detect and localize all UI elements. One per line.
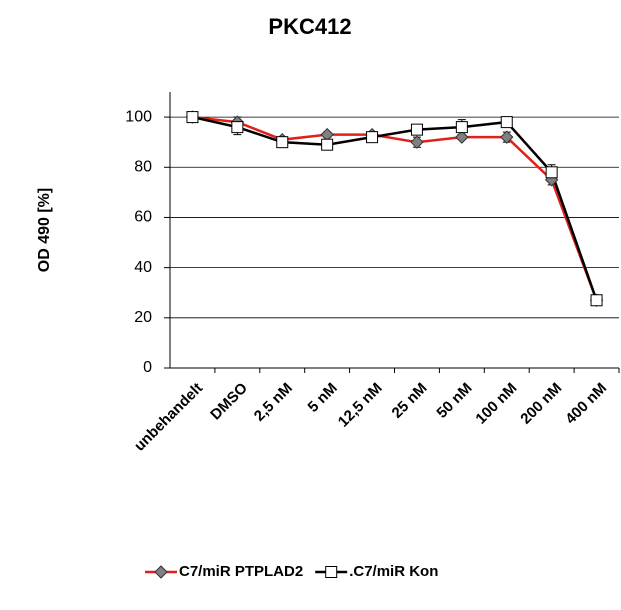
x-tick-label: 5 nM	[305, 380, 341, 416]
data-point	[231, 121, 244, 134]
y-axis-label: OD 490 [%]	[36, 188, 53, 272]
data-point	[500, 130, 514, 144]
x-tick-label: 50 nM	[433, 380, 475, 422]
data-point	[366, 131, 379, 144]
legend-label: .C7/miR Kon	[349, 563, 438, 580]
x-tick-label: 12,5 nM	[335, 380, 386, 431]
series-line	[192, 115, 598, 301]
chart-title: PKC412	[268, 14, 351, 39]
x-tick-label: unbehandelt	[131, 380, 206, 455]
data-point	[186, 111, 199, 124]
data-point	[590, 294, 603, 307]
y-tick-label: 60	[134, 209, 152, 226]
data-point	[276, 136, 289, 149]
x-tick-label: 2,5 nM	[251, 380, 296, 425]
data-point	[545, 166, 558, 179]
x-tick-label: 400 nM	[562, 380, 610, 428]
data-point	[410, 123, 423, 136]
x-tick-label: 200 nM	[517, 380, 565, 428]
legend-marker	[325, 566, 338, 578]
data-point	[410, 135, 424, 149]
y-tick-label: 40	[134, 259, 152, 276]
y-tick-label: 100	[125, 108, 152, 125]
y-tick-label: 0	[143, 359, 152, 376]
x-tick-label: 100 nM	[472, 380, 520, 428]
y-tick-label: 80	[134, 158, 152, 175]
data-point	[455, 121, 468, 134]
y-tick-label: 20	[134, 309, 152, 326]
legend-label: C7/miR PTPLAD2	[179, 563, 303, 580]
data-point	[500, 116, 513, 129]
data-point	[455, 130, 469, 144]
x-tick-label: 25 nM	[389, 380, 431, 422]
x-tick-label: DMSO	[207, 379, 251, 423]
legend-marker	[154, 565, 168, 579]
data-point	[321, 138, 334, 151]
series-line	[192, 115, 598, 301]
